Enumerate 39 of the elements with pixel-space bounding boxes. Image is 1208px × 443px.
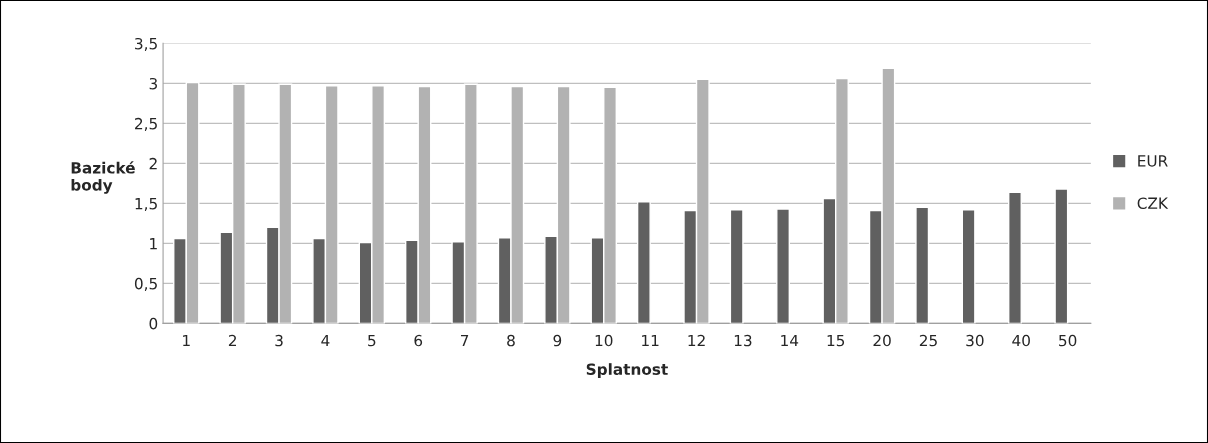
x-tick-label: 30: [966, 334, 984, 347]
y-tick-label: 1: [150, 238, 157, 250]
x-tick-label: 8: [507, 334, 515, 347]
x-tick-label: 3: [275, 334, 283, 347]
x-tick-label: 4: [321, 334, 330, 347]
y-tick-label: 1,5: [135, 198, 157, 211]
x-axis-title: Splatnost: [586, 363, 668, 378]
bar: [1054, 188, 1069, 324]
x-tick-label: 10: [595, 334, 613, 347]
x-tick-label: 11: [642, 334, 659, 347]
x-tick-label: 9: [553, 334, 562, 347]
x-tick-label: 12: [688, 334, 705, 347]
y-tick-label: 0: [149, 317, 158, 330]
y-tick-label: 2,5: [135, 117, 157, 131]
y-tick-label: 2: [149, 157, 157, 170]
x-tick-label: 15: [827, 334, 845, 347]
x-tick-label: 6: [414, 334, 423, 347]
x-tick-label: 13: [734, 334, 752, 347]
y-tick-label: 0,5: [134, 277, 157, 291]
x-tick-label: 40: [1012, 334, 1030, 347]
x-tick-label: 2: [228, 334, 236, 347]
legend-label: EUR: [1138, 155, 1168, 167]
bar: [915, 206, 930, 324]
legend-label: CZK: [1137, 197, 1169, 209]
x-tick-label: 14: [781, 334, 799, 347]
x-tick-label: 5: [368, 334, 376, 347]
y-tick-label: 3: [149, 77, 157, 90]
x-tick-label: 50: [1059, 334, 1077, 347]
bar: [636, 201, 651, 324]
bar: [1008, 191, 1022, 324]
x-tick-label: 1: [183, 334, 190, 347]
bar: [961, 209, 976, 324]
x-tick-label: 7: [460, 334, 469, 347]
bar: [776, 208, 791, 324]
y-tick-label: 3,5: [135, 37, 157, 51]
bar: [729, 209, 744, 324]
y-axis-title: Bazické body: [71, 161, 135, 194]
x-tick-label: 20: [873, 334, 891, 347]
x-tick-label: 25: [919, 334, 937, 347]
